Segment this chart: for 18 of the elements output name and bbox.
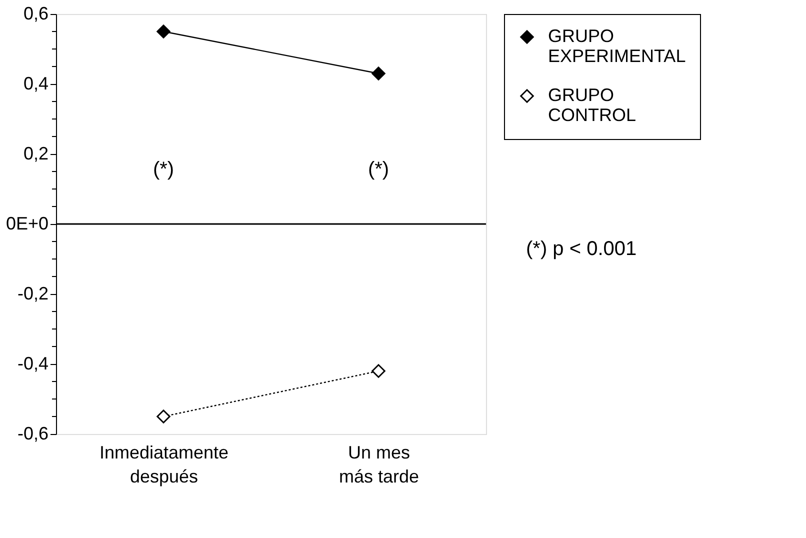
y-tick-label: 0,2 xyxy=(23,144,48,164)
legend-label: GRUPO EXPERIMENTAL xyxy=(548,26,686,66)
legend-label: GRUPO CONTROL xyxy=(548,85,636,125)
x-tick-label: Inmediatamente después xyxy=(99,442,229,486)
y-tick-label: 0,6 xyxy=(23,4,48,24)
annotation: (*) xyxy=(152,158,174,180)
annotation: (*) xyxy=(368,158,390,180)
point xyxy=(372,66,386,80)
point xyxy=(156,410,170,424)
point xyxy=(156,24,170,38)
point xyxy=(372,364,386,378)
x-tick-label: Un mes más tarde xyxy=(338,442,420,486)
y-tick-label: -0,2 xyxy=(17,284,48,304)
text: (*) p < 0.001 xyxy=(526,238,637,260)
y-tick-label: -0,4 xyxy=(17,354,48,374)
y-tick-label: 0E+0 xyxy=(6,214,48,234)
y-tick-label: 0,4 xyxy=(23,74,48,94)
y-tick-label: -0,6 xyxy=(17,424,48,444)
